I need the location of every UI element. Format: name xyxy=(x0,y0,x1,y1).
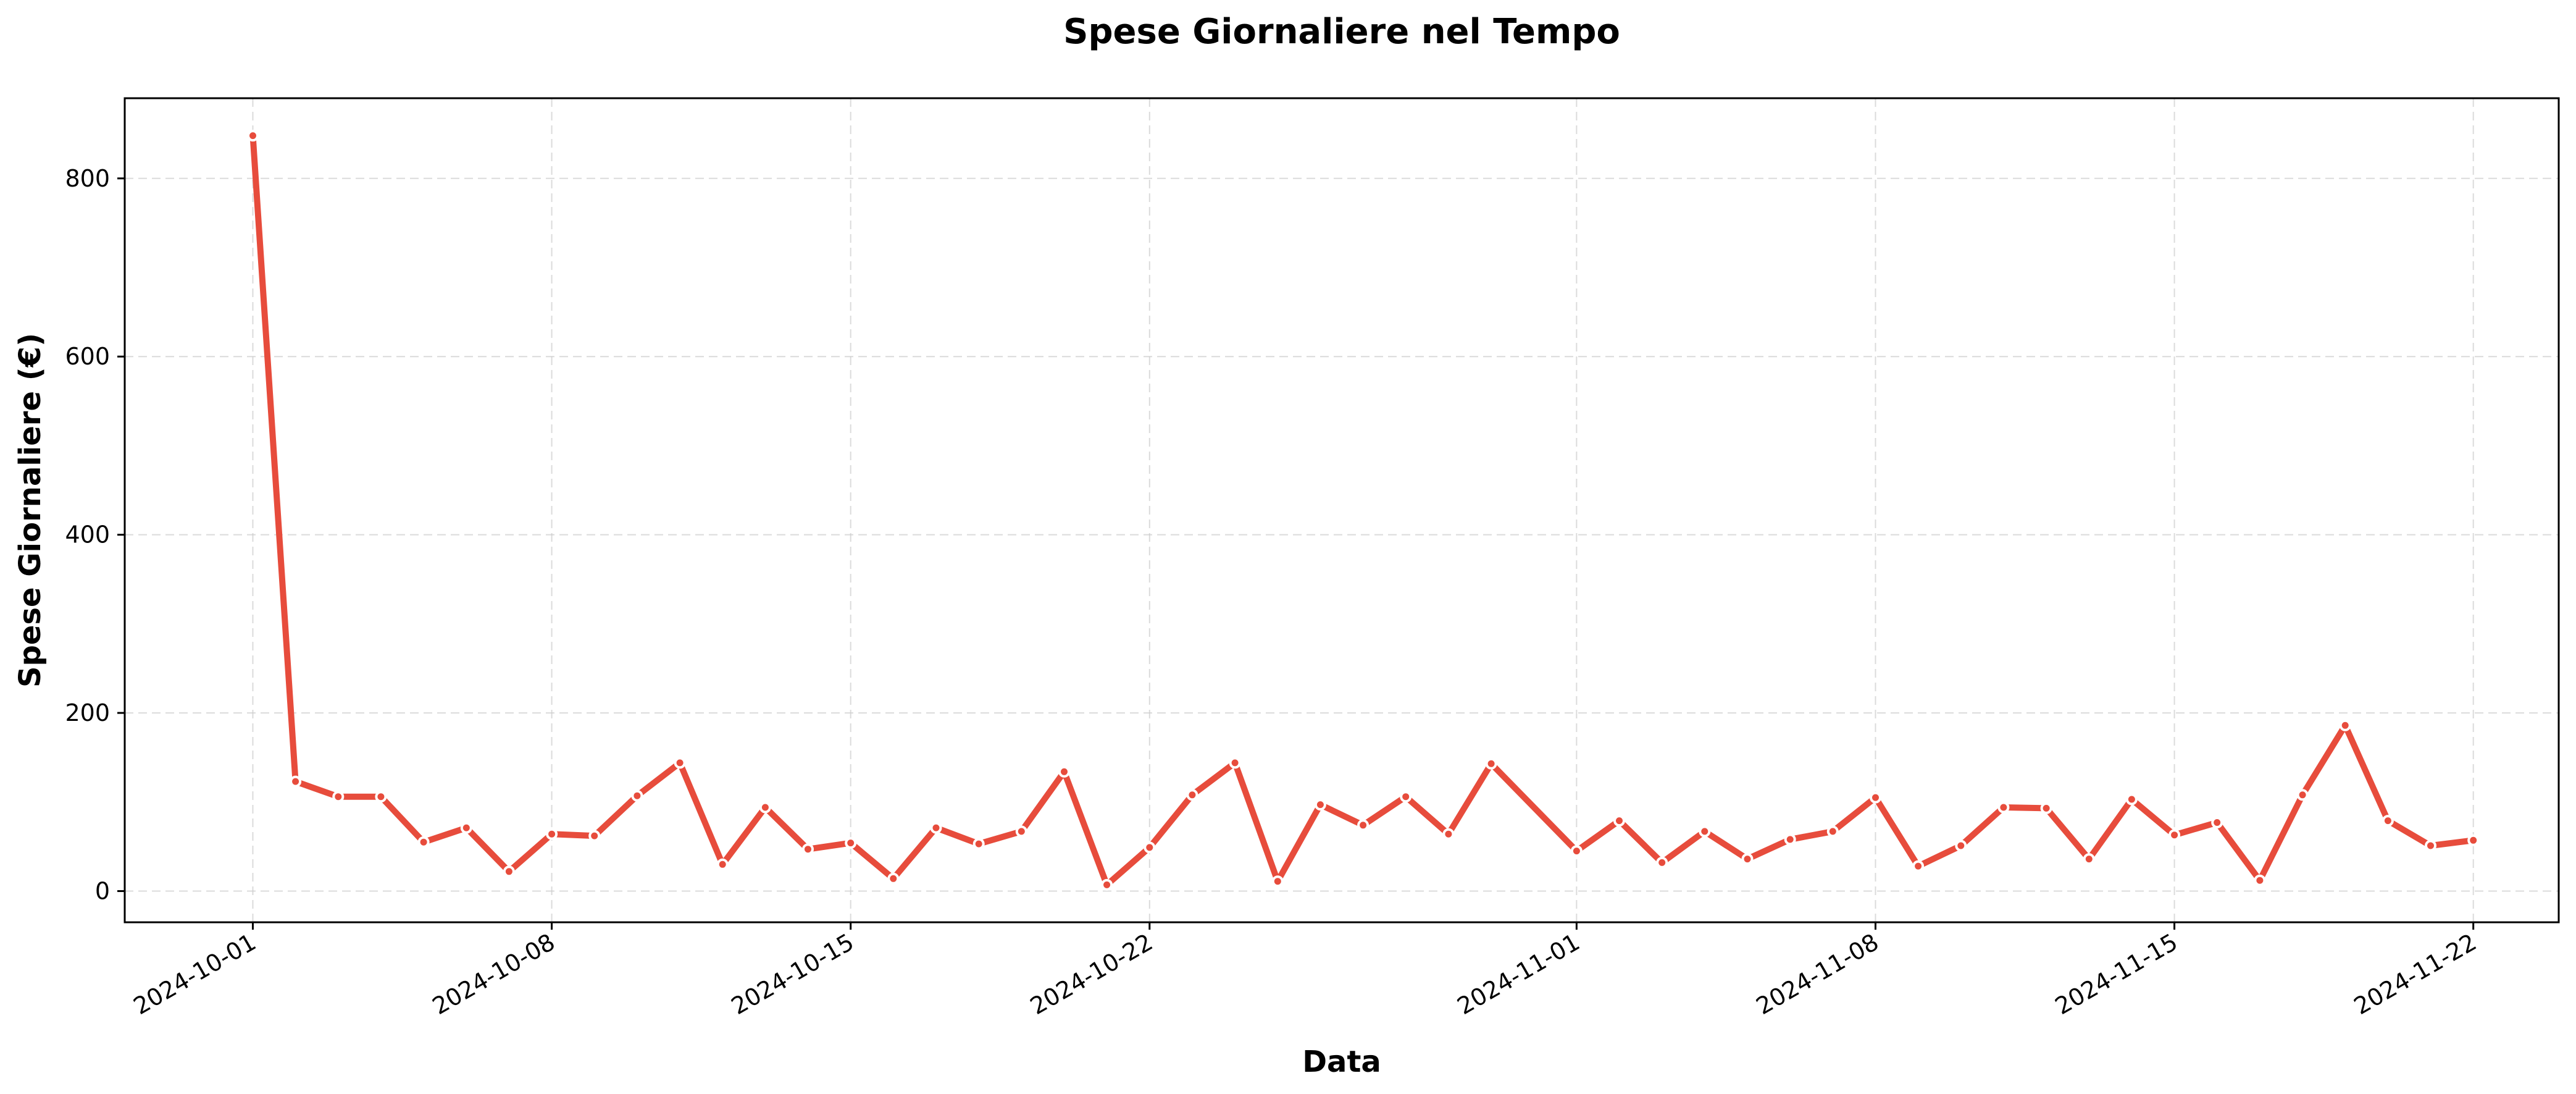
data-point xyxy=(1101,878,1113,891)
y-axis-label: Spese Giornaliere (€) xyxy=(13,333,48,688)
data-point xyxy=(1955,839,1967,852)
data-point xyxy=(2211,817,2223,828)
data-point xyxy=(1613,815,1625,827)
data-point xyxy=(2339,719,2351,731)
data-point xyxy=(2083,853,2095,865)
data-point xyxy=(1997,801,2010,814)
plot-area-frame xyxy=(123,97,2560,924)
data-point xyxy=(1271,875,1284,888)
data-point xyxy=(1912,860,1925,872)
data-point xyxy=(1485,757,1497,770)
data-point xyxy=(1656,856,1668,869)
grid-lines xyxy=(125,98,2559,922)
y-tick-label: 400 xyxy=(65,521,110,549)
data-point xyxy=(2040,802,2052,814)
data-point xyxy=(1144,841,1156,854)
data-point xyxy=(290,775,302,788)
data-point xyxy=(1784,833,1796,846)
data-point xyxy=(417,836,430,848)
data-point xyxy=(247,130,259,142)
data-point xyxy=(2254,874,2266,886)
data-point xyxy=(332,791,345,803)
data-point xyxy=(631,789,643,802)
data-point xyxy=(1186,789,1198,801)
y-tick-label: 200 xyxy=(65,699,110,726)
data-point xyxy=(503,865,515,878)
data-point xyxy=(845,837,857,849)
data-point xyxy=(1015,825,1027,838)
data-point xyxy=(1870,791,1881,804)
x-axis-label: Data xyxy=(1302,1045,1381,1079)
chart-title: Spese Giornaliere nel Tempo xyxy=(1063,12,1620,52)
data-point xyxy=(1741,853,1754,865)
data-point xyxy=(1442,828,1455,840)
series-line-group xyxy=(247,130,2480,891)
data-point xyxy=(716,858,729,870)
data-point xyxy=(546,828,558,840)
data-point xyxy=(1058,765,1070,778)
data-point xyxy=(2296,789,2309,801)
data-point xyxy=(972,838,985,850)
y-tick-label: 800 xyxy=(65,165,110,192)
data-point xyxy=(887,872,900,885)
data-point xyxy=(588,830,601,842)
data-point xyxy=(1314,799,1326,811)
data-point xyxy=(375,791,387,803)
y-tick-label: 600 xyxy=(65,343,110,370)
data-point xyxy=(2425,839,2436,852)
data-point xyxy=(2382,815,2394,827)
data-point xyxy=(2168,829,2181,841)
data-point xyxy=(759,801,771,814)
data-point xyxy=(930,822,942,834)
data-point xyxy=(460,822,472,834)
data-point xyxy=(2467,834,2480,846)
data-point xyxy=(1229,757,1241,769)
data-point xyxy=(802,843,814,856)
data-point xyxy=(1357,819,1370,831)
data-point xyxy=(1699,825,1711,838)
data-point xyxy=(1570,845,1583,857)
series-line xyxy=(249,132,2477,888)
y-tick-label: 0 xyxy=(95,878,110,905)
data-point xyxy=(1400,791,1412,803)
data-point xyxy=(1826,825,1839,838)
data-point xyxy=(674,757,686,769)
data-point xyxy=(2125,793,2138,806)
